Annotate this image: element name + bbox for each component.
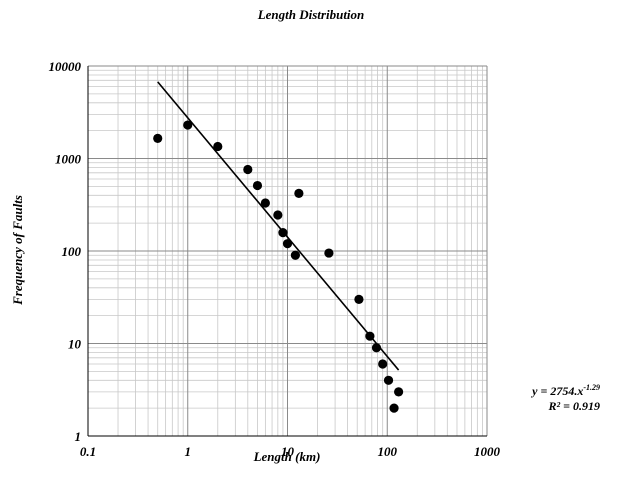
x-axis-title: Length (km) bbox=[253, 449, 321, 464]
data-point bbox=[153, 133, 163, 143]
equation-base: y = 2754.x bbox=[532, 384, 584, 398]
data-point bbox=[278, 228, 288, 238]
data-point bbox=[252, 180, 263, 191]
data-point bbox=[213, 141, 223, 152]
data-point bbox=[324, 248, 334, 258]
data-point bbox=[183, 120, 193, 130]
x-tick-label: 100 bbox=[378, 444, 398, 459]
y-axis-title: Frequency of Faults bbox=[10, 195, 25, 306]
equation-line: y = 2754.x-1.29 bbox=[500, 384, 600, 399]
data-point bbox=[243, 164, 253, 175]
trendline-group bbox=[157, 81, 400, 371]
chart-title: Length Distribution bbox=[257, 7, 365, 22]
data-point bbox=[383, 375, 394, 385]
data-point bbox=[260, 198, 270, 208]
x-tick-label: 1000 bbox=[474, 444, 501, 459]
y-tick-label: 10 bbox=[68, 337, 82, 352]
r-squared: R² = 0.919 bbox=[548, 399, 600, 413]
data-point bbox=[394, 387, 404, 397]
data-point bbox=[365, 331, 375, 341]
x-tick-label: 1 bbox=[185, 444, 192, 459]
data-point bbox=[294, 188, 304, 198]
data-point bbox=[282, 239, 293, 249]
x-tick-label: 10 bbox=[281, 444, 295, 459]
y-tick-label: 1 bbox=[75, 429, 82, 444]
data-point bbox=[389, 403, 399, 413]
trendline bbox=[157, 81, 400, 371]
y-tick-label: 10000 bbox=[49, 59, 82, 74]
data-points bbox=[153, 120, 404, 413]
equation-exponent: -1.29 bbox=[583, 383, 600, 392]
data-point bbox=[290, 250, 300, 260]
data-point bbox=[273, 210, 283, 220]
trendline-equation: y = 2754.x-1.29 R² = 0.919 bbox=[500, 384, 600, 414]
data-point bbox=[371, 343, 382, 353]
y-tick-label: 1000 bbox=[55, 152, 82, 167]
plot-area bbox=[87, 65, 488, 437]
y-tick-label: 100 bbox=[62, 244, 82, 259]
x-tick-label: 0.1 bbox=[80, 444, 96, 459]
y-tick-labels: 1 10 100 1000 10000 bbox=[49, 59, 82, 444]
data-point bbox=[354, 294, 364, 304]
data-point bbox=[378, 359, 388, 369]
x-tick-labels: 0.1 1 10 100 1000 bbox=[80, 444, 501, 459]
